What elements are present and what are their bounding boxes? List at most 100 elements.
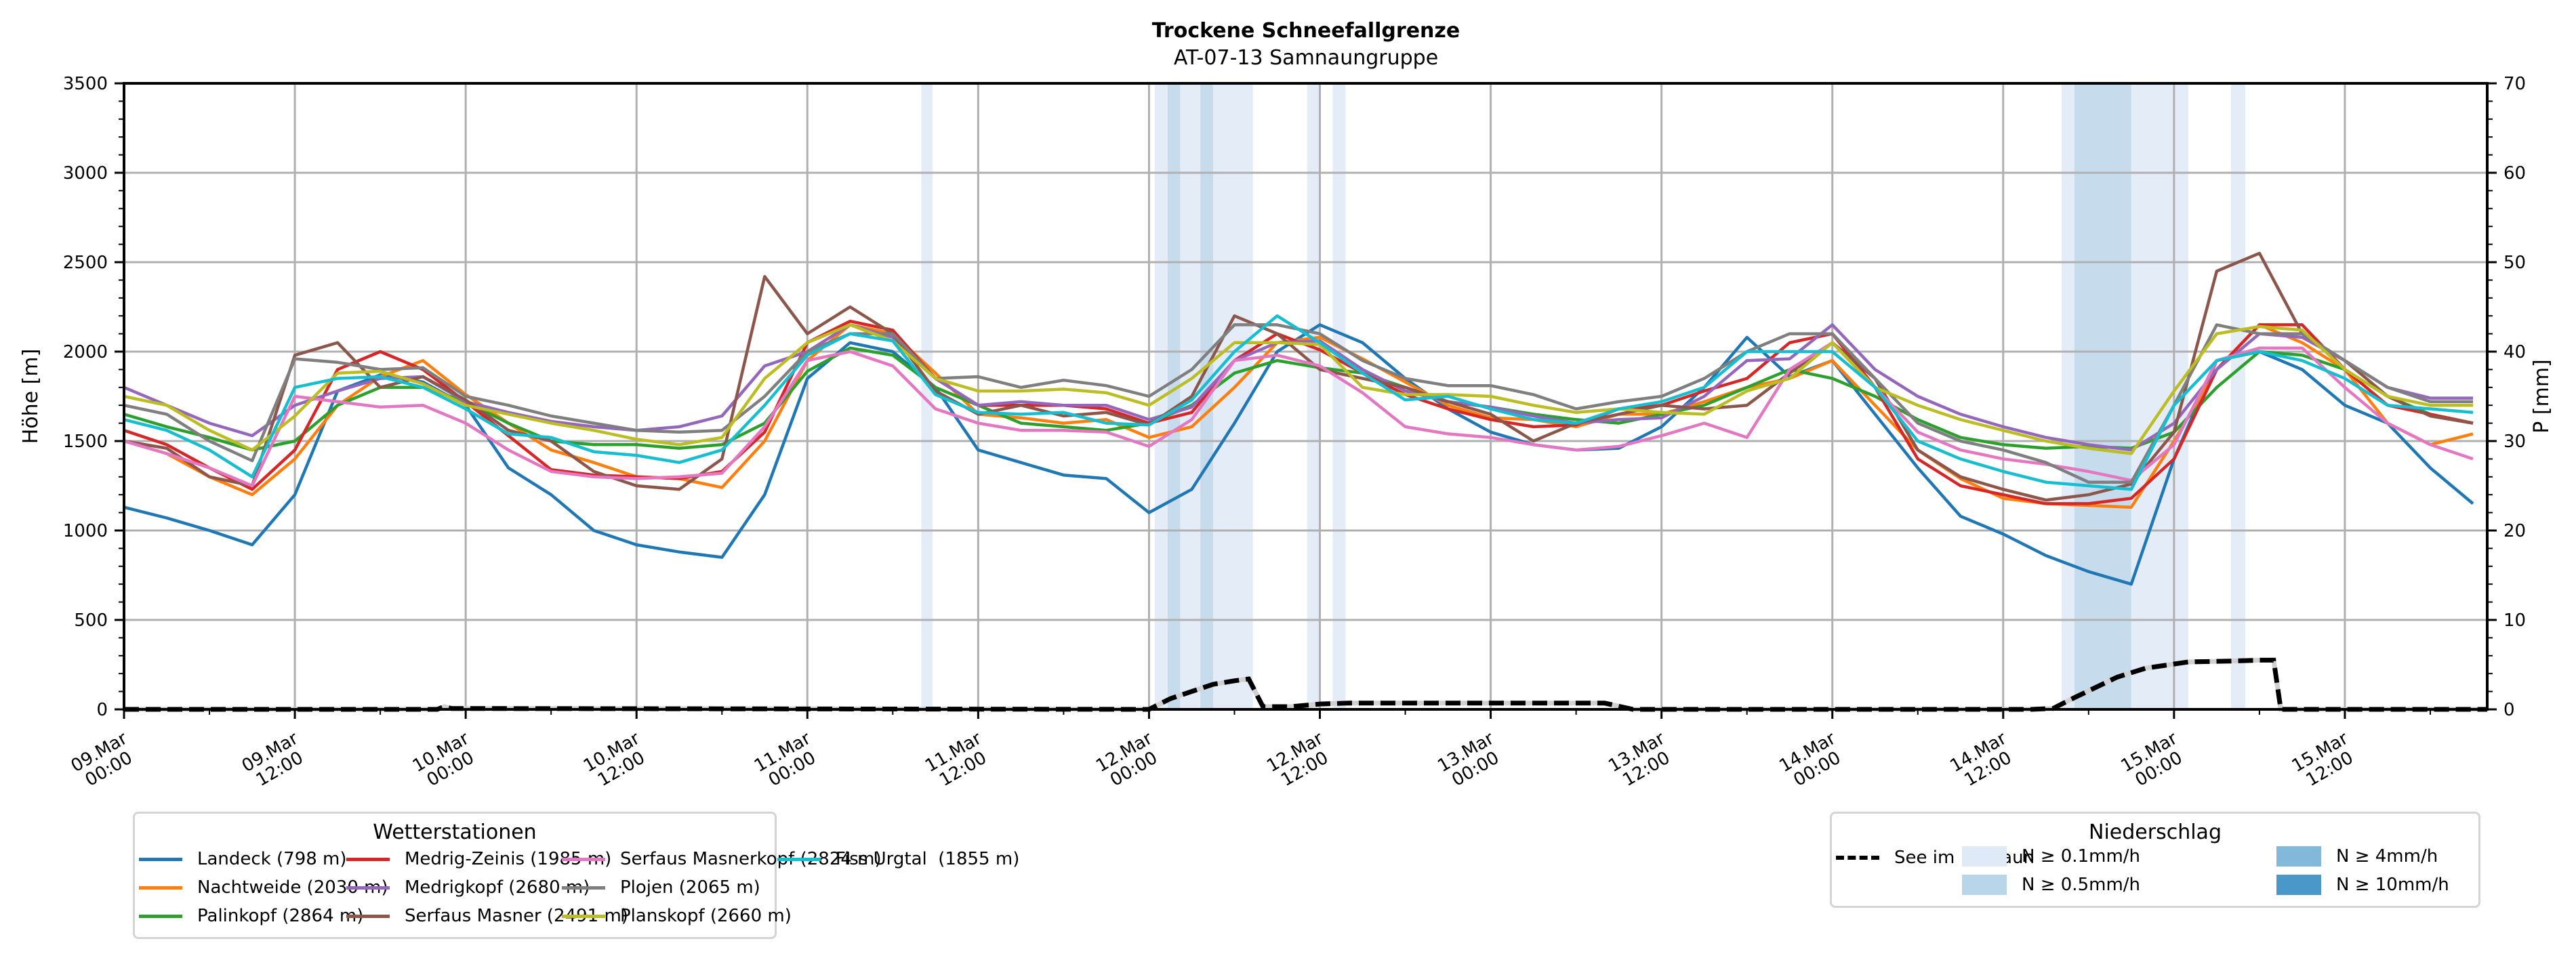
precip-band: [2061, 83, 2074, 709]
line-swatch: [139, 886, 182, 890]
y-tick-label: 1000: [63, 521, 108, 541]
patch-swatch: [2276, 875, 2321, 895]
legend-item-n01: N ≥ 0.1mm/h: [1962, 846, 2140, 867]
chart-subtitle: AT-07-13 Samnaungruppe: [1174, 46, 1438, 70]
x-tick-label: 10.Mar12:00: [580, 728, 653, 793]
x-tick-label: 15.Mar00:00: [2118, 728, 2191, 793]
y-tick-label: 0: [96, 700, 108, 720]
x-tick-label: 12.Mar12:00: [1263, 728, 1336, 793]
x-tick-label: 09.Mar00:00: [68, 728, 141, 793]
y-tick-label: 2000: [63, 342, 108, 362]
x-tick-label: 14.Mar12:00: [1947, 728, 2020, 793]
precip-band: [921, 83, 933, 709]
legend-label: Plojen (2065 m): [620, 877, 760, 898]
legend-item-station: Plojen (2065 m): [562, 877, 760, 898]
y2-tick-label: 60: [2503, 163, 2526, 184]
y-tick-label: 500: [74, 610, 108, 631]
legend-item-station: Serfaus Masner (2491 m): [346, 906, 628, 926]
line-swatch: [346, 886, 390, 890]
x-tick-label: 15.Mar12:00: [2289, 728, 2362, 793]
legend-label: Fiss Urgtal (1855 m): [836, 849, 1020, 869]
legend-item-station: Planskopf (2660 m): [562, 906, 792, 926]
legend-label: Landeck (798 m): [197, 849, 347, 869]
precip-line-see-im-paznaun: [124, 657, 2487, 712]
legend-item-station: Palinkopf (2864 m): [139, 906, 363, 926]
y2-tick-label: 10: [2503, 610, 2526, 631]
legend-item-station: Serfaus Masnerkopf (2824 m): [562, 849, 882, 869]
y-axis-label: Höhe [m]: [19, 349, 43, 444]
x-tick-label: 14.Mar00:00: [1776, 728, 1849, 793]
legend-item-station: Fiss Urgtal (1855 m): [777, 849, 1019, 869]
legend-precip: Niederschlag See im Paznaun N ≥ 0.1mm/h …: [1830, 812, 2480, 908]
x-tick-label: 10.Mar00:00: [409, 728, 483, 793]
legend-precip-title: Niederschlag: [2089, 820, 2222, 844]
legend-item-n10: N ≥ 10mm/h: [2276, 875, 2449, 895]
y2-tick-label: 0: [2503, 700, 2515, 720]
patch-swatch: [2276, 846, 2321, 867]
patch-swatch: [1962, 846, 2007, 867]
y2-axis-label: P [mm]: [2530, 359, 2554, 433]
precip-band: [2074, 83, 2131, 709]
y2-tick-label: 20: [2503, 521, 2526, 541]
series-line-4: [123, 323, 2473, 452]
precip-band: [2230, 83, 2245, 709]
y-tick-label: 2500: [63, 253, 108, 273]
y2-tick-label: 70: [2503, 74, 2526, 94]
line-swatch: [562, 886, 605, 890]
series-line-5: [123, 251, 2474, 502]
line-swatch: [139, 857, 182, 861]
legend-label: Nachtweide (2030 m): [197, 877, 388, 898]
y-tick-label: 1500: [63, 432, 108, 452]
y-tick-label: 3500: [63, 74, 108, 94]
x-tick-label: 11.Mar12:00: [922, 728, 995, 793]
legend-label: N ≥ 10mm/h: [2336, 875, 2449, 895]
legend-label: Serfaus Masner (2491 m): [405, 906, 628, 926]
precip-band: [1212, 83, 1253, 709]
legend-item-station: Medrig-Zeinis (1985 m): [346, 849, 611, 869]
legend-label: Serfaus Masnerkopf (2824 m): [620, 849, 882, 869]
x-tick-label: 12.Mar00:00: [1092, 728, 1166, 793]
x-tick-label: 09.Mar12:00: [239, 728, 312, 793]
line-swatch: [562, 914, 605, 918]
dashed-line-swatch: [1836, 856, 1879, 860]
legend-label: Medrig-Zeinis (1985 m): [405, 849, 612, 869]
precipitation-bands: [921, 83, 2245, 709]
line-swatch: [346, 857, 390, 861]
series-line-0: [123, 323, 2474, 586]
y2-tick-label: 50: [2503, 253, 2526, 273]
y2-tick-label: 40: [2503, 342, 2526, 362]
line-swatch: [562, 857, 605, 861]
legend-label: N ≥ 0.1mm/h: [2022, 846, 2141, 867]
legend-item-n4: N ≥ 4mm/h: [2276, 846, 2438, 867]
series-line-9: [123, 314, 2474, 491]
y-tick-label: 3000: [63, 163, 108, 184]
chart-title: Trockene Schneefallgrenze: [1152, 19, 1460, 43]
line-swatch: [346, 914, 390, 918]
plot-frame: [123, 82, 2489, 711]
legend-label: N ≥ 4mm/h: [2336, 846, 2438, 867]
legend-label: N ≥ 0.5mm/h: [2022, 875, 2141, 895]
legend-item-station: Landeck (798 m): [139, 849, 347, 869]
line-swatch: [139, 914, 182, 918]
legend-item-station: Nachtweide (2030 m): [139, 877, 388, 898]
series-line-6: [123, 341, 2474, 488]
legend-stations-title: Wetterstationen: [373, 820, 537, 844]
precip-line: [124, 657, 2487, 712]
legend-label: Palinkopf (2864 m): [197, 906, 364, 926]
x-tick-label: 13.Mar00:00: [1434, 728, 1507, 793]
legend-stations: Wetterstationen Landeck (798 m) Nachtweid…: [133, 812, 1019, 939]
legend-item-station: Medrigkopf (2680 m): [346, 877, 590, 898]
series-lines: [123, 251, 2474, 586]
y2-tick-label: 30: [2503, 432, 2526, 452]
legend-label: Planskopf (2660 m): [620, 906, 792, 926]
legend-label: Medrigkopf (2680 m): [405, 877, 590, 898]
x-tick-label: 11.Mar00:00: [751, 728, 824, 793]
patch-swatch: [1962, 875, 2007, 895]
line-swatch: [777, 857, 821, 861]
x-tick-label: 13.Mar12:00: [1605, 728, 1678, 793]
series-line-8: [123, 323, 2473, 455]
legend-item-n05: N ≥ 0.5mm/h: [1962, 875, 2140, 895]
precip-band: [1307, 83, 1320, 709]
precip-band: [1167, 83, 1181, 709]
